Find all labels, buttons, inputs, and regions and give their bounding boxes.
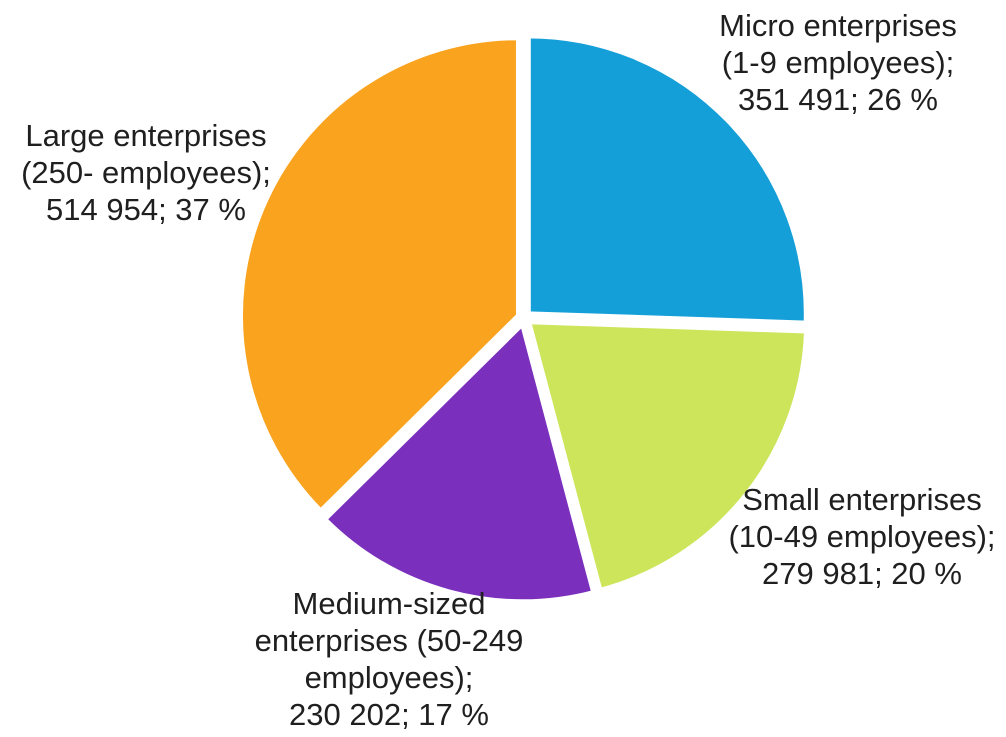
- slice-label-line: (10-49 employees);: [728, 519, 995, 554]
- slice-label-line: employees);: [305, 660, 474, 695]
- slice-label-line: Large enterprises: [25, 118, 266, 153]
- pie-slice-large-enterprises: [237, 35, 521, 514]
- slice-label-medium-sized-enterprises: Medium-sized enterprises (50-249 employees…: [255, 586, 524, 732]
- slice-label-line: Medium-sized: [293, 586, 486, 621]
- slice-label-small-enterprises: Small enterprises (10-49 employees); 279 9…: [728, 482, 995, 591]
- slice-label-line: 230 202; 17 %: [289, 697, 489, 732]
- pie-slice-small-enterprises: [526, 319, 810, 593]
- pie-slice-micro-enterprises: [525, 33, 809, 326]
- slice-label-line: (1-9 employees);: [722, 45, 955, 80]
- slice-label-line: (250- employees);: [21, 155, 271, 190]
- slice-label-line: Small enterprises: [742, 482, 981, 517]
- slice-label-line: Micro enterprises: [719, 8, 957, 43]
- labels-layer: Micro enterprises (1-9 employees); 351 491…: [21, 8, 995, 732]
- slice-label-line: 514 954; 37 %: [46, 192, 246, 227]
- pie-slice-medium-sized-enterprises: [322, 321, 597, 605]
- slice-label-line: 279 981; 20 %: [762, 556, 962, 591]
- slice-label-line: 351 491; 26 %: [738, 82, 938, 117]
- slices-layer: [237, 33, 810, 605]
- slice-label-line: enterprises (50-249: [255, 623, 524, 658]
- slice-label-large-enterprises: Large enterprises (250- employees); 514 95…: [21, 118, 271, 227]
- slice-label-micro-enterprises: Micro enterprises (1-9 employees); 351 491…: [719, 8, 957, 117]
